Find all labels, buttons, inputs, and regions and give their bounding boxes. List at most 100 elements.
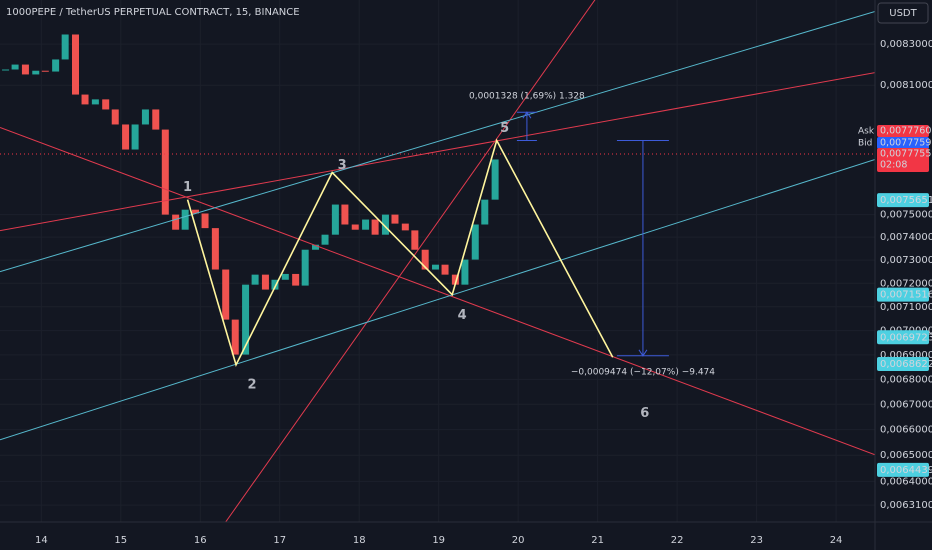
candle — [321, 234, 329, 245]
y-tick-label: 0,0074000 — [880, 232, 932, 243]
candle — [281, 273, 289, 280]
candle — [102, 99, 110, 110]
y-tick-label: 0,0072000 — [880, 278, 932, 289]
measure-arrow — [522, 111, 532, 119]
price-label: 0,0071516 — [880, 290, 932, 301]
y-tick-label: 0,0064000 — [880, 476, 932, 487]
candle — [461, 259, 469, 285]
candle — [251, 274, 259, 285]
currency-button[interactable] — [877, 2, 929, 24]
price-label-box — [877, 462, 929, 477]
candle — [11, 64, 19, 70]
candle — [201, 213, 209, 229]
quote-box — [877, 136, 929, 149]
y-tick-label: 0,0073000 — [880, 255, 932, 266]
candle — [172, 214, 180, 230]
trend-line — [0, 126, 875, 456]
x-tick-label: 19 — [432, 535, 445, 546]
candle — [312, 244, 320, 250]
trend-line — [0, 159, 875, 441]
measure-label: 0,0001328 (1,69%) 1.328 — [469, 92, 585, 102]
candle — [292, 273, 300, 286]
wave-label: 1 — [183, 180, 192, 195]
candle — [41, 70, 49, 72]
wave-label: 5 — [500, 121, 509, 136]
price-label-box — [877, 330, 929, 345]
candle — [52, 59, 60, 72]
candle — [411, 230, 419, 250]
measure-label: −0,0009474 (−12,07%) −9.474 — [571, 367, 715, 377]
candle — [222, 269, 230, 320]
x-tick-label: 17 — [273, 535, 286, 546]
candle — [231, 319, 239, 355]
y-tick-label: 0,0075000 — [880, 210, 932, 221]
trend-line — [225, 0, 596, 522]
grid — [0, 0, 875, 522]
candle — [391, 214, 399, 224]
candle — [71, 34, 79, 95]
candle — [401, 223, 409, 231]
quote-box — [877, 124, 929, 137]
candle — [351, 224, 359, 230]
candle — [341, 204, 349, 225]
candle — [451, 274, 459, 285]
x-tick-label: 14 — [35, 535, 48, 546]
candle — [381, 214, 389, 235]
candle — [21, 64, 29, 75]
price-label: 0,0068622 — [880, 359, 932, 370]
y-tick-label: 0,0081000 — [880, 80, 932, 91]
candle — [61, 34, 69, 60]
trend-line — [0, 11, 875, 273]
chart-title: 1000PEPE / TetherUS PERPETUAL CONTRACT, … — [6, 7, 300, 18]
candle — [421, 249, 429, 270]
y-tick-label: 0,0071000 — [880, 302, 932, 313]
candle — [271, 279, 279, 290]
measure-arrow — [638, 349, 648, 357]
candle — [152, 109, 160, 130]
y-tick-label: 0,0065000 — [880, 450, 932, 461]
candle — [122, 124, 130, 150]
price-label: 0,0069723 — [880, 332, 932, 343]
x-tick-label: 15 — [114, 535, 127, 546]
candle — [181, 209, 189, 230]
plot-area — [0, 0, 875, 522]
y-tick-label: 0,0067000 — [880, 399, 932, 410]
candle — [362, 219, 370, 230]
price-label: 0,0075651 — [880, 195, 932, 206]
currency[interactable]: USDT — [889, 8, 917, 19]
candle — [371, 219, 379, 235]
y-tick-label: 0,0063100 — [880, 500, 932, 511]
candle — [471, 224, 479, 260]
candle — [32, 70, 40, 75]
x-tick-label: 18 — [353, 535, 366, 546]
price-label-box — [877, 357, 929, 372]
candle — [261, 274, 269, 290]
candle — [131, 124, 139, 150]
price-label-box — [877, 193, 929, 208]
candle — [441, 264, 449, 275]
x-tick-label: 16 — [194, 535, 207, 546]
candle — [192, 209, 200, 214]
price-label-box — [877, 287, 929, 302]
candle — [301, 249, 309, 286]
candle — [91, 99, 99, 105]
current-price-box — [877, 147, 929, 172]
quote-value: 0,0077760 — [880, 125, 931, 136]
x-tick-label: 20 — [512, 535, 525, 546]
y-tick-label: 0,0066000 — [880, 425, 932, 436]
x-tick-label: 22 — [671, 535, 684, 546]
x-tick-label: 21 — [591, 535, 604, 546]
y-tick-label: 0,0068000 — [880, 374, 932, 385]
current-price: 0,0077755 — [880, 148, 931, 159]
countdown: 02:08 — [880, 159, 907, 170]
candle — [242, 284, 250, 355]
wave-label: 2 — [248, 377, 257, 392]
price-label: 0,0064439 — [880, 465, 932, 476]
candle — [491, 159, 499, 200]
candle — [141, 109, 149, 125]
wave-label: 4 — [458, 308, 467, 323]
candle — [81, 94, 89, 105]
y-tick-label: 0,0069000 — [880, 350, 932, 361]
candle — [331, 204, 339, 235]
